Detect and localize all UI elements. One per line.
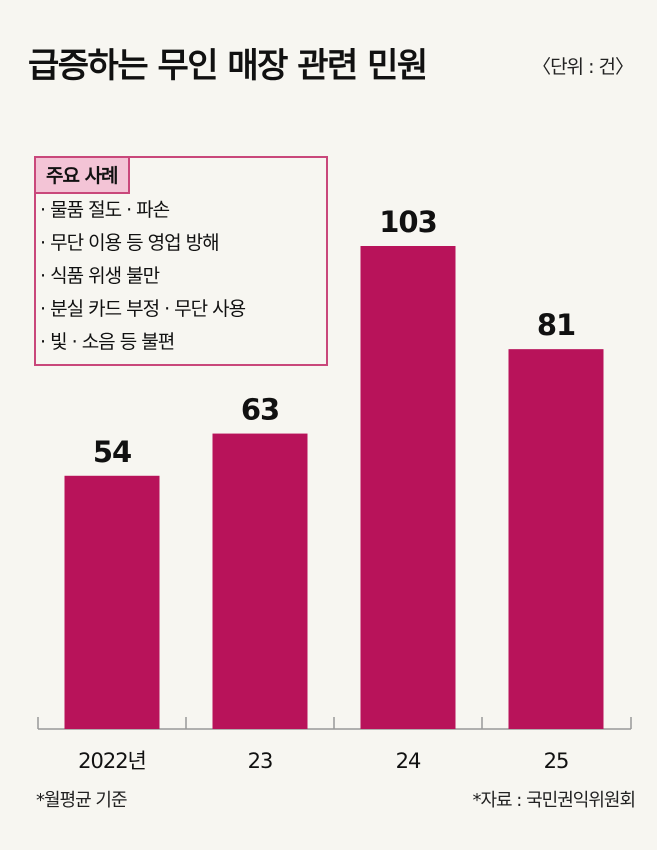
case-item: 식품 위생 불만 xyxy=(40,260,245,293)
x-tick-label: 25 xyxy=(544,749,569,773)
case-item: 무단 이용 등 영업 방해 xyxy=(40,227,245,260)
case-item: 분실 카드 부정 · 무단 사용 xyxy=(40,293,246,326)
bar-value-label: 103 xyxy=(379,205,437,239)
chart-title: 급증하는 무인 매장 관련 민원 xyxy=(28,46,428,86)
bar-value-label: 81 xyxy=(537,308,575,342)
x-tick-label: 2022년 xyxy=(78,749,146,773)
case-item: 빛 · 소음 등 불편 xyxy=(40,326,245,359)
footnote-basis: *월평균 기준 xyxy=(36,790,128,811)
footnote-source: *자료 : 국민권익위원회 xyxy=(472,790,636,811)
cases-list: 물품 절도 · 파손 무단 이용 등 영업 방해 식품 위생 불만 분실 카드 … xyxy=(40,194,246,359)
bar-value-label: 63 xyxy=(241,393,279,427)
cases-box: 주요 사례 물품 절도 · 파손 무단 이용 등 영업 방해 식품 위생 불만 … xyxy=(34,156,328,366)
bar xyxy=(212,433,308,729)
bar-value-label: 54 xyxy=(93,435,131,469)
bar xyxy=(360,246,456,729)
unit-label: 〈단위 : 건〉 xyxy=(532,56,634,78)
x-tick-label: 24 xyxy=(396,749,421,773)
bar xyxy=(508,349,604,729)
bar xyxy=(64,475,160,729)
x-tick-label: 23 xyxy=(248,749,273,773)
case-item: 물품 절도 · 파손 xyxy=(40,194,245,227)
cases-box-title: 주요 사례 xyxy=(34,156,130,194)
